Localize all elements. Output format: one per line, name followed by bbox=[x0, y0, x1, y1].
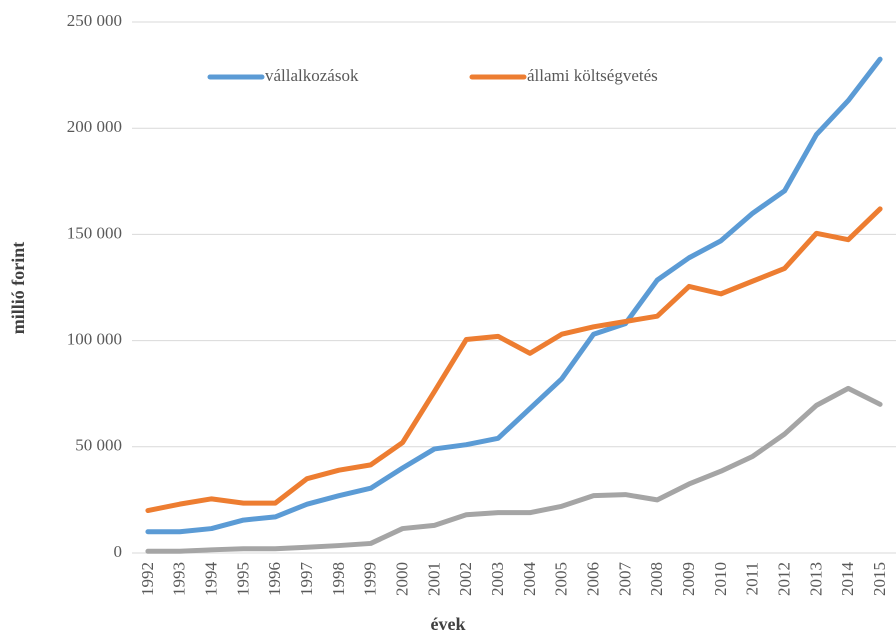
x-tick-label: 2013 bbox=[806, 562, 825, 596]
x-tick-label: 2005 bbox=[552, 562, 571, 596]
x-tick-label: 2006 bbox=[583, 562, 602, 596]
x-tick-label: 2003 bbox=[488, 562, 507, 596]
y-axis-title: millió forint bbox=[8, 242, 28, 335]
x-tick-label: 2010 bbox=[711, 562, 730, 596]
x-tick-label: 2009 bbox=[679, 562, 698, 596]
y-tick-label: 150 000 bbox=[67, 223, 122, 242]
x-tick-label: 2001 bbox=[424, 562, 443, 596]
y-tick-label: 50 000 bbox=[75, 436, 122, 455]
x-tick-label: 1999 bbox=[361, 562, 380, 596]
x-tick-label: 1992 bbox=[138, 562, 157, 596]
series-line bbox=[145, 385, 883, 554]
x-tick-label: 2014 bbox=[838, 562, 857, 597]
x-tick-label: 1997 bbox=[297, 562, 316, 597]
y-tick-label: 250 000 bbox=[67, 11, 122, 30]
x-tick-label: 2008 bbox=[647, 562, 666, 596]
x-tick-label: 2000 bbox=[392, 562, 411, 596]
y-tick-label: 100 000 bbox=[67, 330, 122, 349]
x-tick-label: 2011 bbox=[743, 562, 762, 595]
series-line bbox=[145, 56, 883, 535]
x-tick-label: 1996 bbox=[265, 562, 284, 596]
x-tick-label: 1998 bbox=[329, 562, 348, 596]
y-tick-label: 200 000 bbox=[67, 117, 122, 136]
x-tick-label: 2004 bbox=[520, 562, 539, 597]
legend-label: állami költségvetés bbox=[527, 66, 658, 85]
x-tick-label: 2012 bbox=[774, 562, 793, 596]
x-tick-label: 2007 bbox=[615, 562, 634, 597]
y-tick-label: 0 bbox=[114, 542, 123, 561]
x-tick-label: 2015 bbox=[870, 562, 889, 596]
x-tick-label: 2002 bbox=[456, 562, 475, 596]
x-axis-title: évek bbox=[431, 614, 466, 634]
x-tick-label: 1994 bbox=[201, 562, 220, 597]
x-tick-label: 1995 bbox=[233, 562, 252, 596]
x-tick-label: 1993 bbox=[170, 562, 189, 596]
legend-label: vállalkozások bbox=[265, 66, 359, 85]
series-line bbox=[145, 206, 883, 514]
